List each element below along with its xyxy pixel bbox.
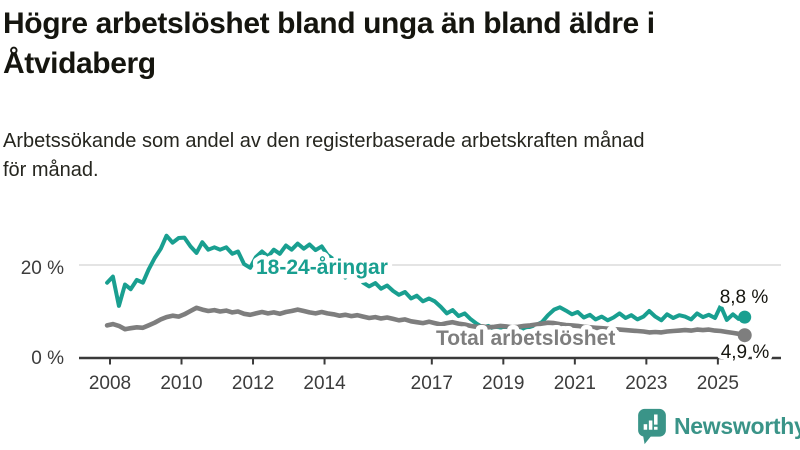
x-tick-label-2014: 2014: [303, 373, 346, 394]
end-dot-total: [737, 328, 752, 343]
newsworthy-icon: [638, 408, 666, 445]
x-tick-labels: 2008 2010 2012 2014 2017 2019 2021 2023 2025: [89, 373, 739, 394]
x-tick-label-2021: 2021: [554, 373, 596, 394]
bar-chart-bar-1: [643, 424, 648, 430]
page-title: Högre arbetslöshet bland unga än bland ä…: [3, 4, 799, 84]
x-axis: 2008 2010 2012 2014 2017 2019 2021 2023 2025: [79, 356, 781, 394]
x-tick-label-2008: 2008: [89, 373, 131, 394]
end-dots: [737, 310, 752, 343]
exclamation-bar: [654, 414, 658, 425]
title-line-2: Åtvidaberg: [3, 47, 156, 80]
x-tick-label-2019: 2019: [482, 373, 524, 394]
series-line-total: [104, 305, 748, 338]
series-label-youth: 18-24-åringar: [256, 256, 388, 279]
speech-bubble-tail: [642, 433, 653, 445]
x-tick-label-2023: 2023: [625, 373, 667, 394]
page-subtitle: Arbetssökande som andel av den registerb…: [3, 127, 793, 185]
x-tick-label-2010: 2010: [160, 373, 202, 394]
newsworthy-wordmark: Newsworthy: [674, 413, 800, 439]
series-label-total: Total arbetslöshet: [436, 327, 615, 350]
series-line-youth: [105, 233, 747, 333]
series-lines: [104, 233, 748, 338]
y-tick-label-0: 0 %: [31, 348, 64, 369]
subtitle-line-2: för månad.: [3, 159, 99, 181]
title-line-1: Högre arbetslöshet bland unga än bland ä…: [3, 7, 655, 40]
x-tick-label-2017: 2017: [411, 373, 453, 394]
end-value-label-total: 4,9 %: [721, 342, 770, 363]
end-dot-youth: [738, 310, 752, 324]
end-value-label-youth: 8,8 %: [720, 287, 769, 308]
x-tick-label-2012: 2012: [232, 373, 274, 394]
exclamation-dot: [654, 426, 658, 430]
y-tick-label-20: 20 %: [21, 258, 64, 279]
newsworthy-logo: Newsworthy: [637, 408, 800, 445]
x-tick-label-2025: 2025: [697, 373, 739, 394]
subtitle-line-1: Arbetssökande som andel av den registerb…: [3, 130, 645, 152]
y-tick-labels: 20 % 0 %: [21, 258, 64, 369]
x-ticks: [109, 358, 719, 365]
bar-chart-bar-2: [648, 420, 653, 430]
